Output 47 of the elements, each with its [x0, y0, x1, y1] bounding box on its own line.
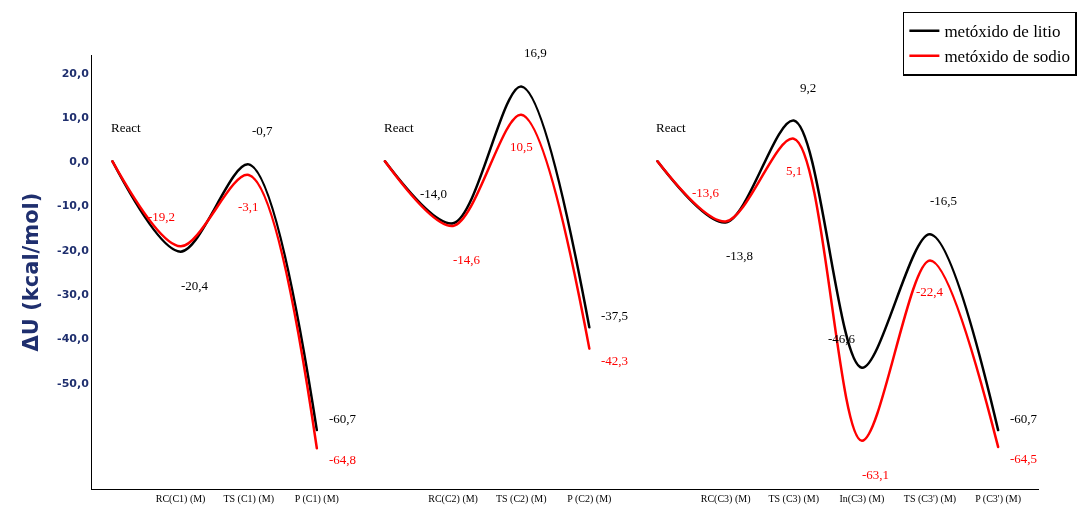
legend-label: metóxido de sodio — [944, 47, 1070, 67]
y-axis-title: ΔU (kcal/mol) — [19, 192, 44, 352]
x-tick-label: RC(C3) (M) — [700, 493, 751, 505]
data-label: -3,1 — [238, 199, 259, 214]
data-label: -0,7 — [252, 123, 274, 138]
data-label: 5,1 — [786, 163, 803, 178]
x-tick-label: TS (C3') (M) — [903, 493, 957, 505]
y-tick-label: 20,0 — [61, 66, 90, 80]
data-label: 16,9 — [524, 45, 547, 60]
data-label: -13,8 — [726, 248, 754, 263]
data-label: -42,3 — [601, 353, 629, 368]
data-label: -14,0 — [420, 186, 448, 201]
data-label: React — [111, 120, 141, 135]
data-label: -22,4 — [916, 284, 944, 299]
y-tick-label: -50,0 — [57, 376, 90, 390]
data-label: -14,6 — [453, 252, 481, 267]
data-label: -37,5 — [601, 308, 629, 323]
data-label: -19,2 — [148, 209, 176, 224]
y-tick-label: -20,0 — [57, 243, 90, 257]
x-tick-label: In(C3) (M) — [839, 493, 885, 505]
y-tick-label: -30,0 — [57, 287, 90, 301]
data-label: -60,7 — [329, 411, 357, 426]
line-series — [383, 113, 591, 350]
x-tick-label: RC(C2) (M) — [428, 493, 478, 505]
x-tick-label: TS (C1) (M) — [223, 493, 274, 505]
data-label: 9,2 — [800, 80, 817, 95]
data-label: React — [656, 120, 686, 135]
data-label: -60,7 — [1010, 411, 1038, 426]
y-tick-label: -10,0 — [57, 199, 90, 213]
y-tick-label: -40,0 — [57, 332, 90, 346]
data-label: React — [384, 120, 414, 135]
y-tick-label: 10,0 — [61, 110, 90, 124]
data-label: 10,5 — [510, 139, 533, 154]
x-tick-label: TS (C3) (M) — [768, 493, 820, 505]
x-tick-label: P (C2) (M) — [567, 493, 612, 505]
data-label: -13,6 — [692, 185, 720, 200]
x-tick-label: P (C3') (M) — [975, 493, 1022, 505]
legend-label: metóxido de litio — [944, 22, 1061, 42]
x-tick-label: P (C1) (M) — [294, 493, 339, 505]
data-label: -63,1 — [862, 467, 890, 482]
data-label: -64,5 — [1010, 451, 1038, 466]
x-tick-label: TS (C2) (M) — [495, 493, 547, 505]
data-label: -20,4 — [181, 278, 209, 293]
data-label: -64,8 — [329, 452, 357, 467]
data-label: -16,5 — [930, 193, 958, 208]
x-tick-label: RC(C1) (M) — [155, 493, 206, 505]
y-tick-label: 0,0 — [69, 155, 90, 169]
